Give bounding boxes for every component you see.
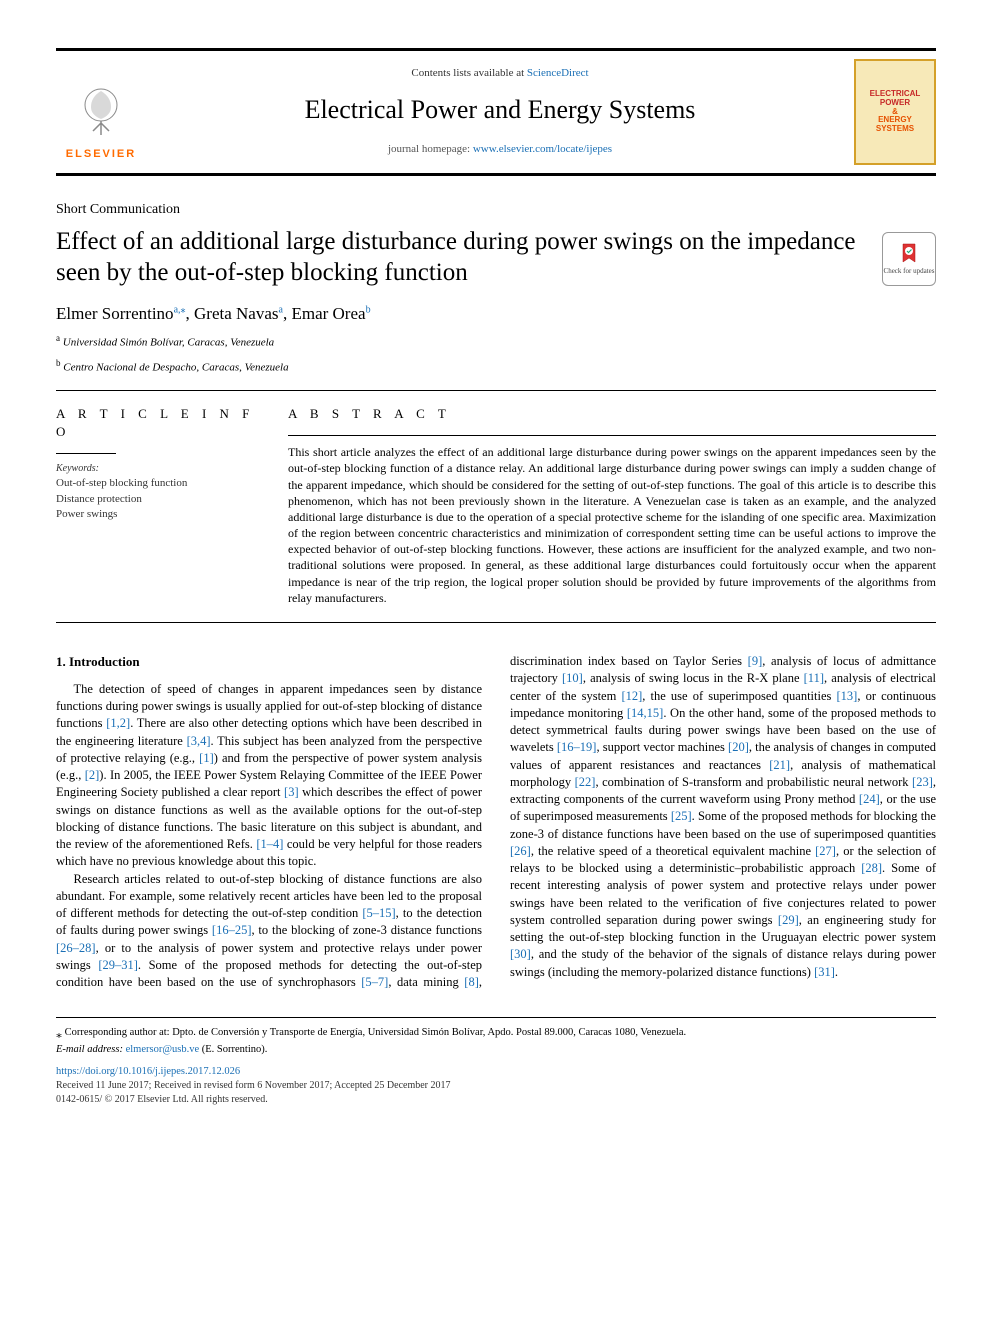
- keyword-1: Out-of-step blocking function: [56, 476, 256, 491]
- author-1: Elmer Sorrentino: [56, 304, 174, 323]
- check-updates-badge[interactable]: Check for updates: [882, 232, 936, 286]
- ref-link[interactable]: [8]: [464, 975, 479, 989]
- contents-prefix: Contents lists available at: [411, 67, 526, 79]
- affiliation-a: a Universidad Simón Bolívar, Caracas, Ve…: [56, 332, 936, 351]
- ref-link[interactable]: [16–25]: [212, 923, 252, 937]
- ref-link[interactable]: [22]: [575, 775, 596, 789]
- author-1-sup: a,: [174, 304, 181, 315]
- ref-link[interactable]: [25]: [671, 809, 692, 823]
- journal-cover: ELECTRICAL POWER & ENERGY SYSTEMS: [854, 59, 936, 165]
- author-3: , Emar Orea: [283, 304, 366, 323]
- affiliation-b: b Centro Nacional de Despacho, Caracas, …: [56, 357, 936, 376]
- ref-link[interactable]: [1]: [199, 751, 214, 765]
- body-columns: 1. Introduction The detection of speed o…: [56, 653, 936, 991]
- elsevier-tree-icon: [71, 83, 131, 143]
- email-label: E-mail address:: [56, 1044, 126, 1055]
- homepage-line: journal homepage: www.elsevier.com/locat…: [162, 142, 838, 157]
- ref-link[interactable]: [3,4]: [187, 734, 211, 748]
- ref-link[interactable]: [20]: [728, 740, 749, 754]
- cover-line-4: SYSTEMS: [870, 125, 921, 134]
- ref-link[interactable]: [13]: [837, 689, 858, 703]
- ref-link[interactable]: [11]: [804, 671, 824, 685]
- ref-link[interactable]: [21]: [769, 758, 790, 772]
- homepage-prefix: journal homepage:: [388, 143, 473, 155]
- abstract-rule: [288, 435, 936, 436]
- ref-link[interactable]: [10]: [562, 671, 583, 685]
- author-3-sup: b: [366, 304, 371, 315]
- email-line: E-mail address: elmersor@usb.ve (E. Sorr…: [56, 1043, 936, 1057]
- ref-link[interactable]: [30]: [510, 947, 531, 961]
- journal-name: Electrical Power and Energy Systems: [162, 92, 838, 128]
- corr-text: Corresponding author at: Dpto. de Conver…: [62, 1027, 686, 1038]
- meta-block: A R T I C L E I N F O Keywords: Out-of-s…: [56, 390, 936, 623]
- corresponding-author: ⁎ Corresponding author at: Dpto. de Conv…: [56, 1026, 936, 1042]
- ref-link[interactable]: [26]: [510, 844, 531, 858]
- article-type-label: Short Communication: [56, 200, 936, 220]
- ref-link[interactable]: [1,2]: [106, 716, 130, 730]
- ref-link[interactable]: [5–7]: [361, 975, 388, 989]
- ref-link[interactable]: [2]: [85, 768, 100, 782]
- abstract-col: A B S T R A C T This short article analy…: [288, 405, 936, 606]
- ref-link[interactable]: [9]: [748, 654, 763, 668]
- ref-link[interactable]: [14,15]: [627, 706, 663, 720]
- ref-link[interactable]: [31]: [814, 965, 835, 979]
- ref-link[interactable]: [1–4]: [256, 837, 283, 851]
- homepage-link[interactable]: www.elsevier.com/locate/ijepes: [473, 143, 612, 155]
- article-info-col: A R T I C L E I N F O Keywords: Out-of-s…: [56, 405, 256, 606]
- authors: Elmer Sorrentinoa,⁎, Greta Navasa, Emar …: [56, 302, 936, 326]
- keyword-3: Power swings: [56, 507, 256, 522]
- ref-link[interactable]: [26–28]: [56, 941, 96, 955]
- elsevier-logo: ELSEVIER: [56, 62, 146, 162]
- affil-b-text: Centro Nacional de Despacho, Caracas, Ve…: [61, 362, 289, 374]
- affil-a-text: Universidad Simón Bolívar, Caracas, Vene…: [60, 337, 274, 349]
- article-dates: Received 11 June 2017; Received in revis…: [56, 1079, 936, 1093]
- ref-link[interactable]: [5–15]: [362, 906, 395, 920]
- ref-link[interactable]: [27]: [815, 844, 836, 858]
- ref-link[interactable]: [24]: [859, 792, 880, 806]
- copyright: 0142-0615/ © 2017 Elsevier Ltd. All righ…: [56, 1093, 936, 1107]
- masthead: ELSEVIER Contents lists available at Sci…: [56, 48, 936, 176]
- bookmark-check-icon: [897, 242, 921, 266]
- ref-link[interactable]: [23]: [912, 775, 933, 789]
- email-paren: (E. Sorrentino).: [199, 1044, 267, 1055]
- para-1: The detection of speed of changes in app…: [56, 681, 482, 871]
- info-rule: [56, 453, 116, 454]
- ref-link[interactable]: [16–19]: [557, 740, 597, 754]
- ref-link[interactable]: [29–31]: [98, 958, 138, 972]
- ref-link[interactable]: [28]: [861, 861, 882, 875]
- abstract-text: This short article analyzes the effect o…: [288, 444, 936, 606]
- updates-badge-text: Check for updates: [884, 268, 935, 275]
- elsevier-wordmark: ELSEVIER: [66, 147, 136, 162]
- ref-link[interactable]: [12]: [621, 689, 642, 703]
- cover-text: ELECTRICAL POWER & ENERGY SYSTEMS: [870, 90, 921, 134]
- email-link[interactable]: elmersor@usb.ve: [126, 1044, 200, 1055]
- section-1-heading: 1. Introduction: [56, 653, 482, 671]
- sciencedirect-link[interactable]: ScienceDirect: [527, 67, 589, 79]
- article-info-head: A R T I C L E I N F O: [56, 405, 256, 441]
- footer-block: ⁎ Corresponding author at: Dpto. de Conv…: [56, 1017, 936, 1106]
- ref-link[interactable]: [3]: [284, 785, 299, 799]
- contents-line: Contents lists available at ScienceDirec…: [162, 66, 838, 81]
- masthead-center: Contents lists available at ScienceDirec…: [162, 66, 838, 157]
- keyword-2: Distance protection: [56, 492, 256, 507]
- abstract-head: A B S T R A C T: [288, 405, 936, 423]
- author-2: , Greta Navas: [186, 304, 279, 323]
- doi-link[interactable]: https://doi.org/10.1016/j.ijepes.2017.12…: [56, 1065, 936, 1079]
- keywords-label: Keywords:: [56, 462, 256, 476]
- article-title: Effect of an additional large disturbanc…: [56, 226, 866, 289]
- ref-link[interactable]: [29]: [778, 913, 799, 927]
